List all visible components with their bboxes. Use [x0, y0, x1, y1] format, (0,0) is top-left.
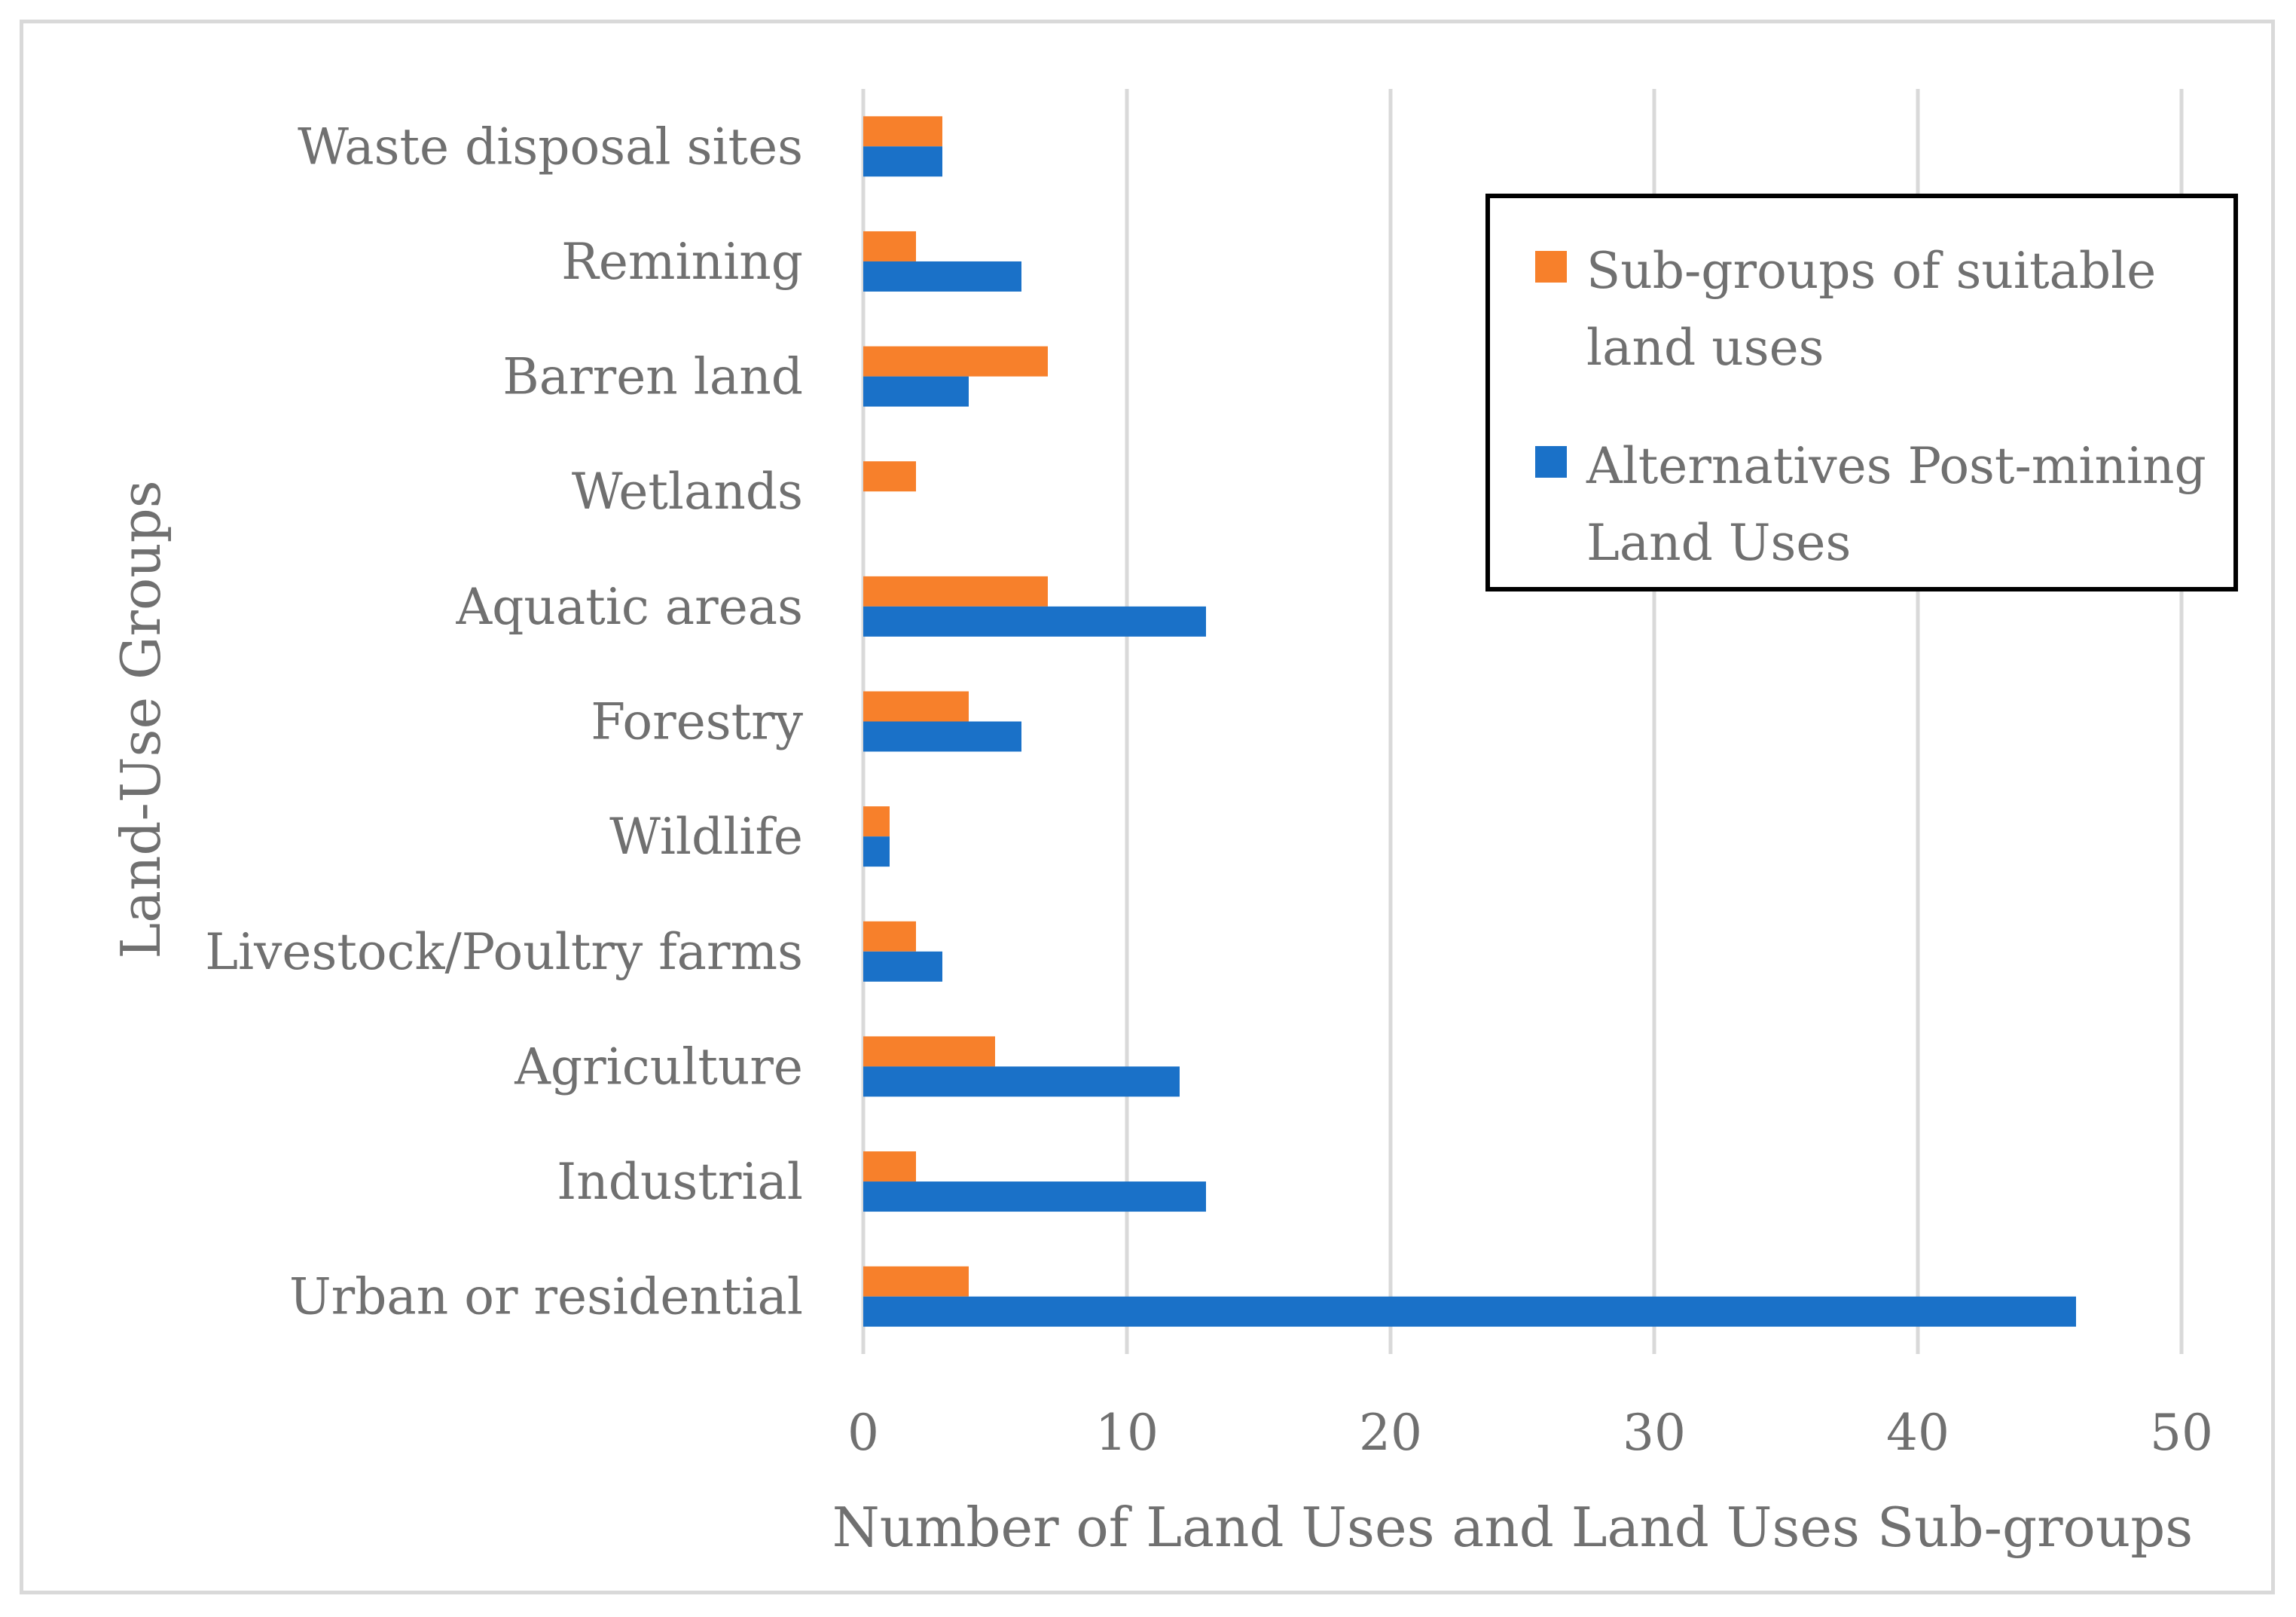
bar-alternatives-waste-disposal-sites: [863, 146, 942, 177]
category-label-industrial: Industrial: [557, 1153, 803, 1211]
category-label-urban-or-residential: Urban or residential: [289, 1268, 803, 1326]
legend-swatch-sub-groups: [1535, 251, 1567, 283]
category-label-agriculture: Agriculture: [514, 1038, 803, 1096]
bar-alternatives-aquatic-areas: [863, 606, 1206, 637]
y-axis-title: Land-Use Groups: [109, 480, 173, 958]
bar-sub-groups-forestry: [863, 691, 969, 722]
bar-sub-groups-urban-or-residential: [863, 1266, 969, 1297]
bar-sub-groups-waste-disposal-sites: [863, 116, 942, 147]
category-label-barren-land: Barren land: [502, 348, 803, 406]
bar-sub-groups-aquatic-areas: [863, 576, 1048, 607]
bar-alternatives-forestry: [863, 721, 1021, 752]
bar-sub-groups-barren-land: [863, 346, 1048, 377]
bar-alternatives-barren-land: [863, 376, 969, 407]
category-label-remining: Remining: [561, 233, 803, 291]
x-tick-label-30: 30: [1623, 1404, 1686, 1462]
bar-sub-groups-wetlands: [863, 461, 916, 492]
x-tick-label-20: 20: [1359, 1404, 1422, 1462]
category-label-waste-disposal-sites: Waste disposal sites: [298, 118, 803, 176]
chart-frame: [20, 20, 2275, 1594]
bars: [863, 116, 2076, 1327]
bar-sub-groups-livestock-poultry-farms: [863, 921, 916, 952]
category-label-aquatic-areas: Aquatic areas: [455, 578, 803, 636]
category-label-forestry: Forestry: [591, 693, 803, 751]
bar-sub-groups-agriculture: [863, 1036, 995, 1067]
bar-sub-groups-remining: [863, 231, 916, 261]
category-label-wetlands: Wetlands: [572, 463, 803, 521]
legend-label-alternatives: Alternatives Post-mining Land Uses: [1586, 437, 2206, 572]
x-tick-label-10: 10: [1095, 1404, 1159, 1462]
legend-swatch-alternatives: [1535, 446, 1567, 478]
bar-sub-groups-industrial: [863, 1151, 916, 1182]
bar-alternatives-remining: [863, 261, 1021, 292]
legend-label-sub-groups: Sub-groups of suitable land uses: [1586, 242, 2157, 377]
x-tick-label-40: 40: [1886, 1404, 1949, 1462]
bar-alternatives-livestock-poultry-farms: [863, 951, 942, 982]
bar-alternatives-urban-or-residential: [863, 1296, 2076, 1327]
bar-alternatives-industrial: [863, 1181, 1206, 1212]
x-tick-label-50: 50: [2150, 1404, 2213, 1462]
category-label-livestock-poultry-farms: Livestock/Poultry farms: [205, 923, 803, 981]
category-label-wildlife: Wildlife: [609, 808, 803, 866]
x-tick-labels: 0 10 20 30 40 50: [847, 1404, 2213, 1462]
x-axis-title: Number of Land Uses and Land Uses Sub-gr…: [832, 1496, 2194, 1559]
category-labels: Urban or residential Industrial Agricultur…: [205, 118, 804, 1325]
legend-item-sub-groups: Sub-groups of suitable land uses: [1535, 233, 2227, 387]
bar-sub-groups-wildlife: [863, 806, 890, 837]
bar-alternatives-agriculture: [863, 1066, 1180, 1097]
bar-alternatives-wildlife: [863, 836, 890, 867]
legend-item-alternatives: Alternatives Post-mining Land Uses: [1535, 428, 2227, 582]
x-tick-label-0: 0: [847, 1404, 879, 1462]
legend: Sub-groups of suitable land uses Alterna…: [1485, 194, 2238, 591]
